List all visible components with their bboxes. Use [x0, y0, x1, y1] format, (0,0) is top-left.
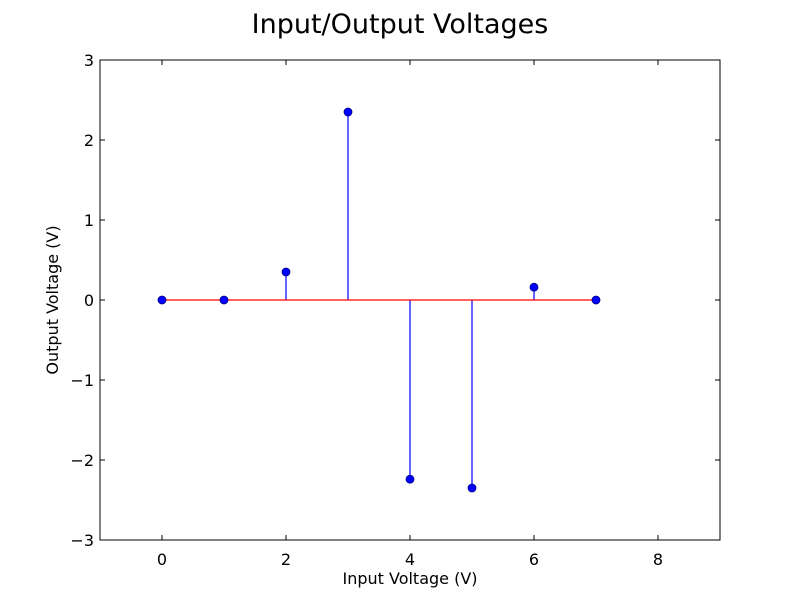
stem-lines [285, 112, 535, 488]
y-tick-label: 0 [84, 291, 94, 310]
axis-ticks [100, 59, 720, 541]
x-tick-label: 2 [281, 550, 291, 569]
y-tick-label: 2 [84, 131, 94, 150]
x-tick-label: 4 [405, 550, 415, 569]
y-tick-label: −2 [70, 451, 94, 470]
data-point [281, 267, 291, 277]
data-point [591, 295, 601, 305]
x-tick-label: 0 [157, 550, 167, 569]
y-axis-label: Output Voltage (V) [43, 225, 62, 374]
y-tick-label: 3 [84, 51, 94, 70]
y-tick-label: −3 [70, 531, 94, 550]
x-tick-label: 8 [653, 550, 663, 569]
data-markers [157, 107, 601, 493]
data-point [343, 107, 353, 117]
data-point [529, 282, 539, 292]
data-point [467, 483, 477, 493]
data-point [157, 295, 167, 305]
y-tick-label: −1 [70, 371, 94, 390]
data-point [405, 474, 415, 484]
chart-title: Input/Output Voltages [252, 9, 549, 40]
data-point [219, 295, 229, 305]
y-tick-labels: −3 −2 −1 0 1 2 3 [70, 51, 94, 550]
x-axis-label: Input Voltage (V) [342, 569, 477, 588]
x-tick-label: 6 [529, 550, 539, 569]
x-tick-labels: 0 2 4 6 8 [157, 550, 663, 569]
y-tick-label: 1 [84, 211, 94, 230]
